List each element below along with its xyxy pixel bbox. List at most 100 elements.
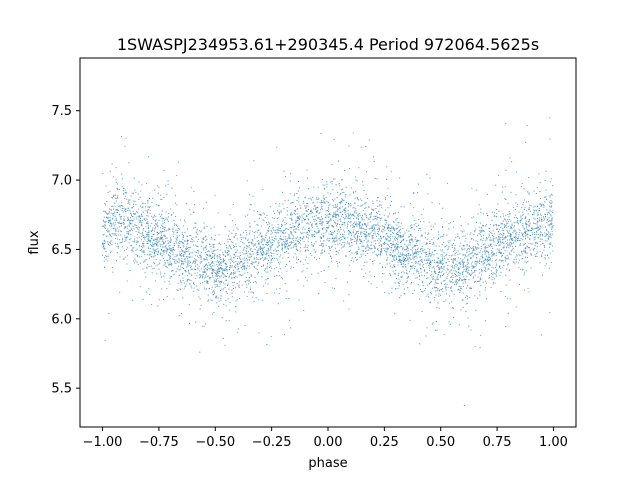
data-point xyxy=(441,262,443,264)
data-point xyxy=(492,281,494,283)
data-point xyxy=(167,260,169,262)
data-point xyxy=(115,228,117,230)
data-point xyxy=(298,223,300,225)
data-point xyxy=(160,252,162,254)
data-point xyxy=(390,254,392,256)
data-point xyxy=(187,265,189,267)
data-point xyxy=(457,280,459,282)
data-point xyxy=(198,289,200,291)
data-point xyxy=(167,262,169,264)
data-point xyxy=(504,225,506,227)
data-point xyxy=(361,224,363,226)
data-point xyxy=(450,277,452,279)
data-point xyxy=(409,270,410,272)
data-point xyxy=(507,256,509,258)
data-point xyxy=(335,214,337,216)
data-point xyxy=(278,227,280,229)
data-point xyxy=(440,236,442,238)
data-point xyxy=(289,241,291,243)
data-point xyxy=(364,213,366,215)
data-point xyxy=(109,234,111,236)
data-point xyxy=(222,276,224,278)
data-point xyxy=(341,224,343,226)
data-point xyxy=(260,213,262,215)
data-point xyxy=(486,238,488,240)
data-point xyxy=(421,248,423,250)
data-point xyxy=(115,233,117,235)
data-point xyxy=(446,276,448,278)
data-point xyxy=(306,169,308,171)
data-point xyxy=(190,213,192,215)
data-point xyxy=(389,246,391,248)
data-point xyxy=(202,247,204,249)
data-point xyxy=(136,218,138,220)
data-point xyxy=(235,251,237,253)
data-point xyxy=(252,245,254,247)
data-point xyxy=(533,222,535,224)
data-point xyxy=(378,242,380,244)
data-point xyxy=(235,245,237,247)
data-point xyxy=(258,253,260,255)
data-point xyxy=(506,250,508,252)
data-point xyxy=(127,217,129,219)
data-point xyxy=(177,289,179,291)
data-point xyxy=(321,224,323,226)
data-point xyxy=(328,216,330,218)
data-point xyxy=(415,222,417,224)
data-point xyxy=(219,257,221,259)
data-point xyxy=(121,216,123,218)
data-point xyxy=(277,243,279,245)
data-point xyxy=(176,239,178,241)
data-point xyxy=(394,244,396,246)
data-point xyxy=(291,201,293,203)
data-point xyxy=(489,237,491,239)
data-point xyxy=(503,215,505,217)
data-point xyxy=(240,275,242,277)
data-point xyxy=(303,232,305,234)
data-point xyxy=(220,261,222,263)
data-point xyxy=(194,255,196,257)
data-point xyxy=(263,250,265,252)
data-point xyxy=(113,208,115,210)
data-point xyxy=(480,208,482,210)
data-point xyxy=(430,281,432,283)
data-point xyxy=(459,277,461,279)
data-point xyxy=(205,248,207,250)
data-point xyxy=(185,269,186,271)
data-point xyxy=(475,253,476,255)
data-point xyxy=(102,219,104,221)
data-point xyxy=(148,257,150,259)
data-point xyxy=(192,262,194,264)
data-point xyxy=(550,200,552,201)
data-point xyxy=(268,226,270,228)
data-point xyxy=(335,250,337,252)
data-point xyxy=(163,242,165,244)
data-point xyxy=(382,243,384,245)
data-point xyxy=(331,237,333,239)
data-point xyxy=(536,234,538,236)
data-point xyxy=(279,213,281,215)
data-point xyxy=(467,260,469,262)
data-point xyxy=(346,215,348,217)
data-point xyxy=(480,211,482,213)
data-point xyxy=(497,240,499,242)
data-point xyxy=(242,237,244,239)
data-point xyxy=(392,232,394,234)
data-point xyxy=(453,259,455,261)
data-point xyxy=(205,277,207,279)
data-point xyxy=(541,220,543,222)
data-point xyxy=(515,217,517,219)
data-point xyxy=(224,243,226,245)
data-point xyxy=(484,247,486,249)
data-point xyxy=(220,258,222,260)
data-point xyxy=(219,267,221,269)
data-point xyxy=(525,227,527,229)
data-point xyxy=(486,251,488,253)
data-point xyxy=(505,258,507,260)
data-point xyxy=(547,231,549,233)
data-point xyxy=(119,213,121,215)
data-point xyxy=(399,259,401,261)
data-point xyxy=(420,268,422,270)
data-points xyxy=(102,117,554,406)
data-point xyxy=(443,266,445,268)
